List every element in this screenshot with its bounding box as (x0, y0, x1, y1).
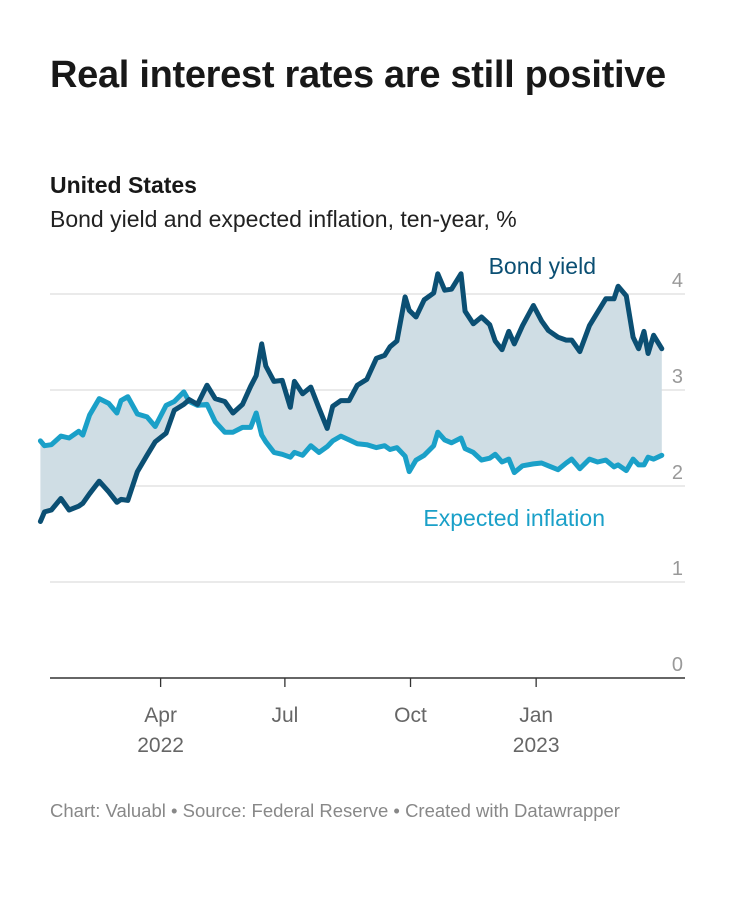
y-tick-label: 0 (672, 654, 683, 676)
series-line-bond-yield (37, 271, 665, 524)
footer-separator: • (388, 800, 406, 821)
y-tick-label: 4 (672, 270, 683, 292)
y-tick-label: 3 (672, 366, 683, 388)
footer-credit: Chart: Valuabl (50, 800, 166, 821)
chart-title: Real interest rates are still positive (50, 54, 666, 96)
chart-footer: Chart: Valuabl • Source: Federal Reserve… (50, 798, 650, 824)
footer-created-with: Created with Datawrapper (405, 800, 620, 821)
series-line-expected-inflation (37, 389, 665, 476)
footer-source: Source: Federal Reserve (182, 800, 389, 821)
chart-description: Bond yield and expected inflation, ten-y… (50, 206, 517, 232)
line-chart: 0 1 2 3 4 Apr 2022 Jul Oct Jan 2023 Bond yield Ex… (37, 253, 685, 757)
footer-separator: • (165, 800, 183, 821)
y-tick-label: 1 (672, 558, 683, 580)
x-axis: Apr 2022 Jul Oct Jan 2023 (50, 677, 685, 757)
y-tick-label: 2 (672, 462, 683, 484)
x-tick-label: Jan (519, 704, 553, 727)
chart-subtitle-country: United States (50, 172, 197, 198)
x-tick-label: Jul (271, 704, 298, 727)
series-label-expected-inflation: Expected inflation (423, 505, 605, 531)
x-tick-year-label: 2022 (137, 734, 184, 757)
x-tick-label: Oct (394, 704, 427, 727)
grid-lines: 0 1 2 3 4 (50, 270, 685, 676)
series-label-bond-yield: Bond yield (489, 253, 596, 279)
x-tick-year-label: 2023 (513, 734, 560, 757)
x-tick-label: Apr (144, 704, 177, 727)
